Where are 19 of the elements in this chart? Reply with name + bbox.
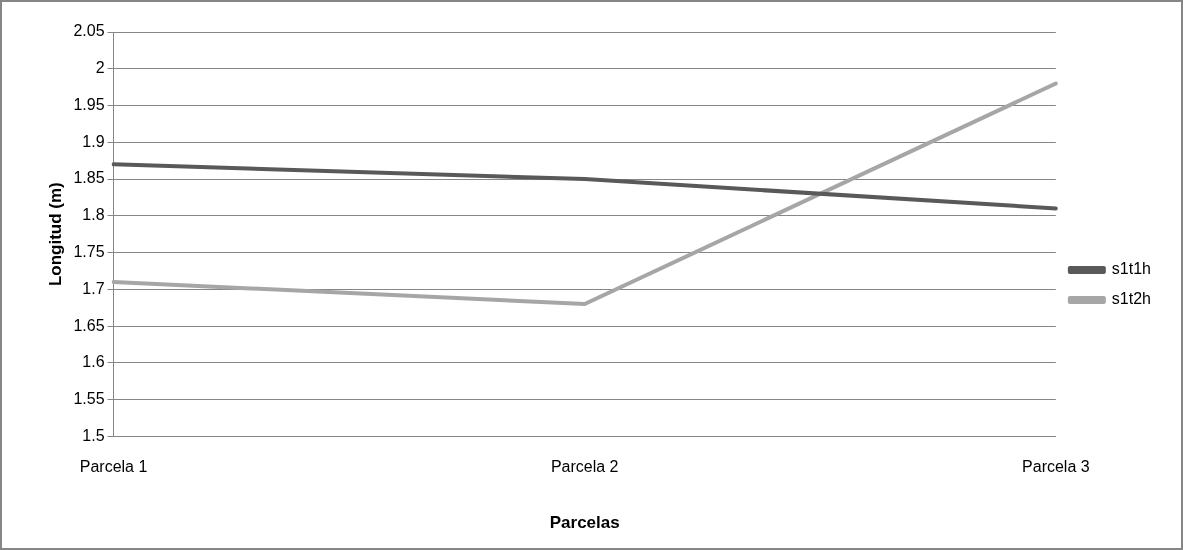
y-tick-label: 1.9 [82, 132, 105, 150]
y-tick-label: 1.6 [82, 353, 105, 371]
x-tick-label: Parcela 3 [1022, 458, 1090, 476]
y-tick-label: 1.85 [73, 169, 105, 187]
y-tick-label: 1.65 [73, 316, 105, 334]
legend-label: s1t2h [1111, 290, 1151, 308]
y-axis-title: Longitud (m) [45, 182, 65, 287]
x-tick-label: Parcela 2 [550, 458, 619, 476]
y-tick-label: 1.75 [73, 242, 105, 260]
y-tick-label: 2 [95, 59, 105, 77]
y-tick-label: 1.7 [82, 279, 105, 297]
x-axis-title: Parcelas [549, 513, 620, 533]
y-tick-label: 1.5 [82, 426, 105, 444]
legend-label: s1t1h [1111, 260, 1151, 278]
y-tick-label: 1.55 [73, 390, 105, 408]
y-tick-label: 1.95 [73, 95, 105, 113]
y-tick-label: 1.8 [82, 206, 105, 224]
y-tick-label: 2.05 [73, 22, 105, 40]
x-tick-label: Parcela 1 [79, 458, 148, 476]
